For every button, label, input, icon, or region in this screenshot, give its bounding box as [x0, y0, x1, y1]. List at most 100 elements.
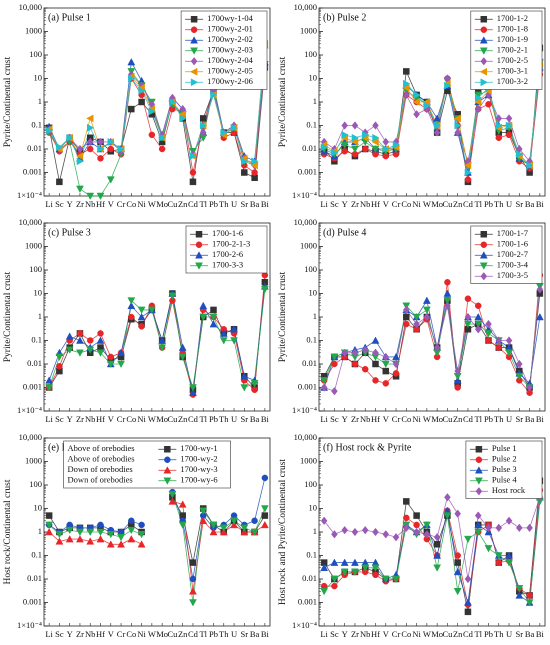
y-tick-label: 100 [304, 479, 317, 489]
x-tick-label: Bi [261, 199, 270, 209]
marker [372, 360, 379, 368]
marker [179, 114, 187, 123]
x-tick-label: Ba [525, 199, 535, 209]
legend-label: 1700wy-1-04 [207, 13, 254, 23]
x-tick-label: Co [126, 414, 136, 424]
marker [189, 599, 197, 607]
legend-label: 1700wy-2-02 [207, 34, 253, 44]
x-tick-label: Mo [156, 199, 168, 209]
x-tick-label: Tl [474, 199, 482, 209]
marker [350, 138, 359, 146]
marker [127, 58, 136, 66]
chart-title: (d) Pulse 4 [323, 227, 366, 238]
marker [251, 169, 258, 176]
marker [107, 353, 115, 361]
x-tick-label: Cr [117, 629, 126, 639]
y-tick-label: 0.001 [23, 166, 42, 176]
x-tick-label: Pb [209, 199, 218, 209]
marker [138, 86, 146, 95]
y-tick-label: 1 [313, 311, 317, 321]
marker [76, 157, 84, 166]
marker [464, 168, 472, 177]
legend-label: 1700-1-2 [497, 13, 528, 23]
marker [97, 137, 104, 147]
y-tick-label: 1000 [25, 455, 42, 465]
legend-box [63, 440, 231, 489]
x-tick-label: Ba [250, 199, 260, 209]
y-tick-label: 0.1 [31, 334, 42, 344]
marker [392, 533, 400, 542]
marker [454, 559, 461, 566]
marker [485, 337, 492, 344]
marker [199, 128, 207, 137]
x-tick-label: Mo [431, 414, 443, 424]
marker [515, 585, 524, 593]
x-tick-label: V [383, 199, 390, 209]
marker [127, 535, 136, 543]
marker [495, 523, 503, 533]
y-tick-label: 10,000 [19, 217, 42, 227]
chart-title: (c) Pulse 3 [48, 227, 91, 238]
x-tick-label: W [148, 199, 156, 209]
marker [148, 107, 156, 116]
marker [403, 498, 410, 505]
x-tick-label: Ba [250, 414, 260, 424]
marker [107, 145, 115, 153]
marker [474, 98, 482, 106]
marker [351, 348, 359, 357]
marker [199, 121, 208, 130]
legend-label: 1700-1-6 [497, 239, 528, 249]
marker [106, 360, 115, 369]
marker [97, 145, 105, 153]
legend-label: 1700-1-9 [497, 34, 528, 44]
legend-label: 1700-2-1-3 [212, 239, 250, 249]
marker [505, 559, 513, 567]
marker [505, 551, 513, 559]
marker [320, 588, 329, 596]
marker [485, 101, 492, 108]
marker [495, 559, 503, 566]
x-tick-label: Cu [167, 414, 178, 424]
marker [128, 74, 136, 83]
marker [86, 346, 95, 354]
marker [515, 359, 523, 369]
x-tick-label: Mo [156, 629, 168, 639]
marker [169, 98, 177, 106]
marker [55, 353, 64, 361]
marker [474, 511, 482, 520]
x-tick-label: Hf [371, 414, 380, 424]
x-tick-label: Cr [392, 414, 401, 424]
marker [45, 521, 54, 529]
marker [220, 128, 228, 137]
x-tick-label: Pb [209, 629, 218, 639]
x-tick-label: U [231, 199, 237, 209]
marker [96, 528, 105, 537]
y-tick-label: 0.001 [23, 596, 42, 606]
x-tick-label: Zn [453, 629, 463, 639]
marker [106, 531, 115, 539]
marker [403, 68, 410, 75]
x-tick-label: V [108, 414, 115, 424]
marker [76, 528, 84, 537]
legend-label: 1700-1-7 [497, 228, 528, 238]
marker [138, 323, 145, 330]
y-tick-label: 0.01 [302, 358, 317, 368]
x-tick-label: U [506, 199, 512, 209]
marker [433, 541, 441, 548]
series-line [323, 501, 541, 604]
marker [178, 353, 187, 361]
marker [474, 93, 483, 102]
y-axis-label: Pyrite/Continental crust [3, 56, 13, 147]
marker [260, 286, 269, 294]
marker [526, 523, 533, 533]
x-tick-label: U [506, 629, 512, 639]
marker [351, 527, 359, 537]
marker [433, 564, 442, 572]
x-tick-label: Mo [156, 414, 168, 424]
marker [219, 329, 228, 337]
marker [65, 346, 74, 354]
marker [351, 360, 359, 368]
marker [55, 537, 64, 545]
x-tick-label: Y [67, 629, 73, 639]
marker [55, 531, 64, 539]
